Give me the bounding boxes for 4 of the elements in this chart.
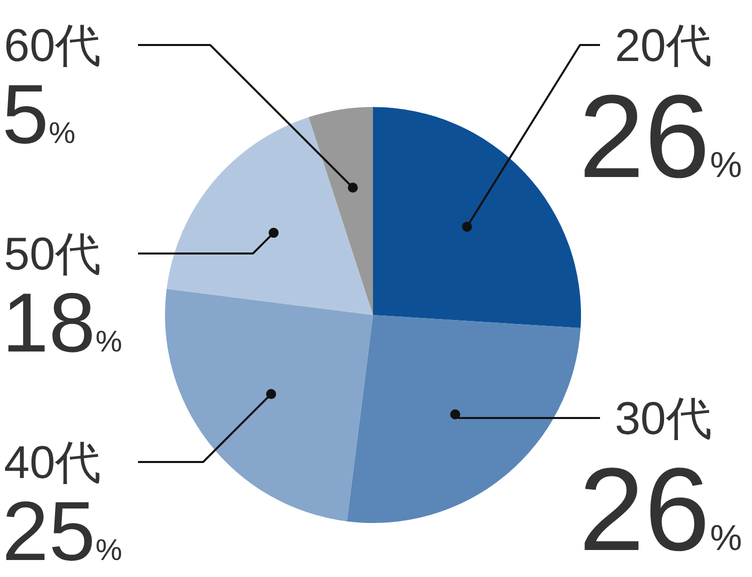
data-label: 26% <box>578 71 742 203</box>
slice-label: 20代 <box>614 19 712 71</box>
slice-label: 30代 <box>614 392 712 444</box>
data-label: 26% <box>578 444 742 576</box>
